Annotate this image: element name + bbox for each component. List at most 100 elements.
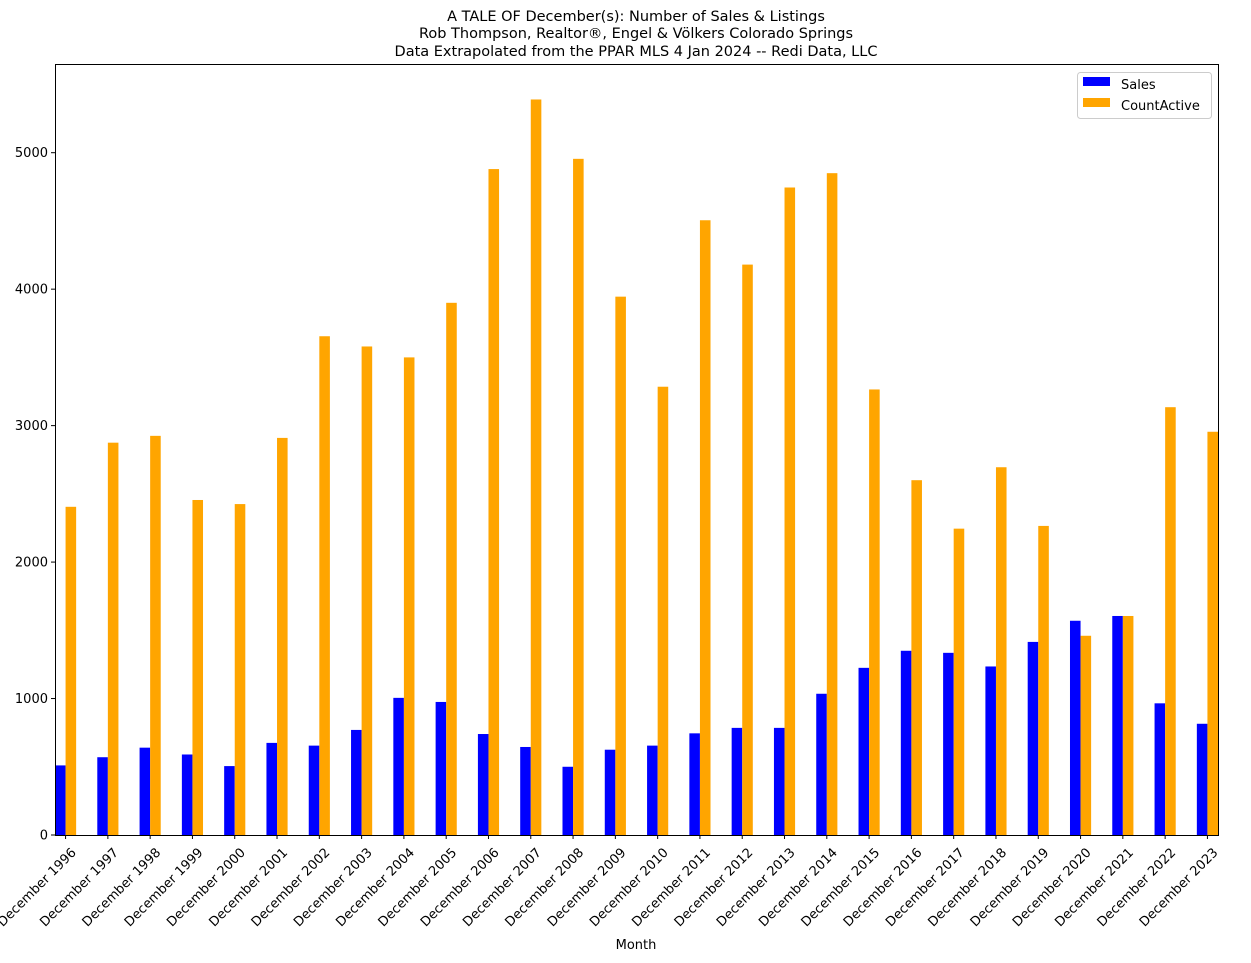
x-tick-label-18: December 2014: [756, 845, 841, 930]
bar-sales-13: [604, 749, 616, 835]
bar-countactive-8: [403, 357, 415, 835]
chart-title-line-3: Data Extrapolated from the PPAR MLS 4 Ja…: [395, 44, 878, 60]
x-tick-label-16: December 2012: [672, 845, 757, 930]
bar-countactive-23: [1038, 525, 1049, 835]
bar-countactive-15: [699, 220, 711, 835]
y-tick-label-5: 5000: [15, 146, 48, 161]
bar-countactive-6: [319, 336, 330, 835]
bar-countactive-25: [1122, 615, 1134, 835]
x-tick-label-15: December 2011: [629, 845, 714, 930]
x-tick-label-11: December 2007: [460, 845, 545, 930]
bar-sales-21: [943, 652, 954, 835]
bar-countactive-10: [488, 169, 500, 835]
x-tick-label-7: December 2003: [291, 845, 376, 930]
y-tick-label-0: 0: [40, 829, 48, 844]
bar-countactive-12: [573, 158, 584, 836]
bar-sales-16: [731, 727, 743, 835]
bar-sales-11: [520, 746, 531, 835]
bar-sales-24: [1069, 620, 1081, 835]
x-tick-label-25: December 2021: [1052, 845, 1137, 930]
y-tick-label-4: 4000: [15, 283, 48, 298]
bar-sales-15: [689, 733, 700, 835]
x-tick-label-14: December 2010: [587, 845, 672, 930]
x-tick-label-9: December 2005: [376, 845, 461, 930]
x-tick-label-12: December 2008: [503, 845, 588, 930]
bars-group: [55, 99, 1218, 836]
bar-sales-14: [647, 745, 658, 835]
chart-title-line-2: Rob Thompson, Realtor®, Engel & Völkers …: [419, 26, 853, 42]
bar-countactive-7: [361, 346, 373, 835]
chart-title-line-1: A TALE OF December(s): Number of Sales &…: [447, 9, 825, 25]
y-tick-label-1: 1000: [15, 692, 48, 707]
plot-frame: [55, 64, 1219, 836]
bar-countactive-3: [192, 499, 204, 835]
legend-swatch-sales: [1083, 77, 1110, 86]
bar-sales-3: [181, 754, 193, 835]
bar-countactive-11: [530, 99, 542, 836]
bar-sales-26: [1154, 703, 1166, 835]
x-tick-label-10: December 2006: [418, 845, 503, 930]
bar-sales-27: [1196, 723, 1208, 835]
bar-sales-20: [900, 650, 912, 835]
x-axis-label: Month: [616, 938, 657, 953]
bar-sales-0: [55, 765, 66, 835]
bar-countactive-27: [1207, 431, 1218, 835]
bar-sales-5: [266, 742, 278, 835]
bar-sales-23: [1027, 641, 1039, 835]
bar-countactive-20: [911, 480, 922, 835]
x-tick-label-26: December 2022: [1095, 845, 1180, 930]
x-tick-label-1: December 1997: [37, 845, 122, 930]
bar-countactive-26: [1165, 407, 1176, 835]
y-tick-label-3: 3000: [15, 419, 48, 434]
x-tick-label-6: December 2002: [249, 845, 334, 930]
bar-sales-7: [351, 729, 362, 835]
bar-countactive-13: [615, 296, 626, 835]
bar-countactive-5: [277, 437, 288, 835]
bar-sales-19: [858, 667, 870, 835]
x-tick-label-13: December 2009: [545, 845, 630, 930]
legend-label-countactive: CountActive: [1121, 99, 1200, 114]
bar-countactive-14: [657, 386, 669, 835]
x-tick-label-23: December 2019: [968, 845, 1053, 930]
x-tick-label-21: December 2017: [883, 845, 968, 930]
x-tick-label-3: December 1999: [122, 845, 207, 930]
bar-sales-18: [816, 693, 827, 835]
x-tick-label-19: December 2015: [799, 845, 884, 930]
bar-sales-6: [308, 745, 320, 835]
bar-countactive-22: [995, 467, 1007, 835]
bar-countactive-19: [869, 389, 880, 835]
bar-countactive-21: [953, 528, 965, 835]
x-tick-label-4: December 2000: [164, 845, 249, 930]
x-tick-label-5: December 2001: [206, 845, 291, 930]
bar-countactive-17: [784, 187, 796, 835]
bar-countactive-1: [107, 442, 119, 835]
bar-countactive-0: [65, 506, 77, 835]
bar-countactive-4: [234, 504, 246, 835]
x-tick-label-2: December 1998: [80, 845, 165, 930]
x-tick-label-24: December 2020: [1010, 845, 1095, 930]
x-tick-label-20: December 2016: [841, 845, 926, 930]
legend-swatch-countactive: [1083, 98, 1110, 107]
bar-countactive-18: [826, 173, 838, 836]
legend-box: [1077, 72, 1212, 119]
bar-sales-22: [985, 666, 996, 835]
bar-sales-25: [1112, 615, 1123, 835]
bar-countactive-9: [446, 302, 457, 835]
bar-countactive-16: [742, 264, 753, 836]
y-axis: 0 1000 2000 3000 4000 5000: [15, 146, 55, 844]
y-tick-label-2: 2000: [15, 556, 48, 571]
x-tick-label-27: December 2023: [1137, 845, 1222, 930]
x-tick-label-8: December 2004: [333, 845, 418, 930]
bar-countactive-2: [150, 435, 161, 835]
bar-sales-1: [97, 757, 108, 835]
x-tick-label-17: December 2013: [714, 845, 799, 930]
bar-sales-2: [139, 747, 151, 835]
bar-sales-4: [224, 766, 235, 835]
bar-sales-9: [435, 701, 447, 835]
x-tick-label-22: December 2018: [925, 845, 1010, 930]
legend: Sales CountActive: [1077, 72, 1212, 119]
bar-sales-8: [393, 697, 404, 835]
legend-label-sales: Sales: [1121, 78, 1156, 93]
bar-sales-17: [773, 727, 785, 835]
